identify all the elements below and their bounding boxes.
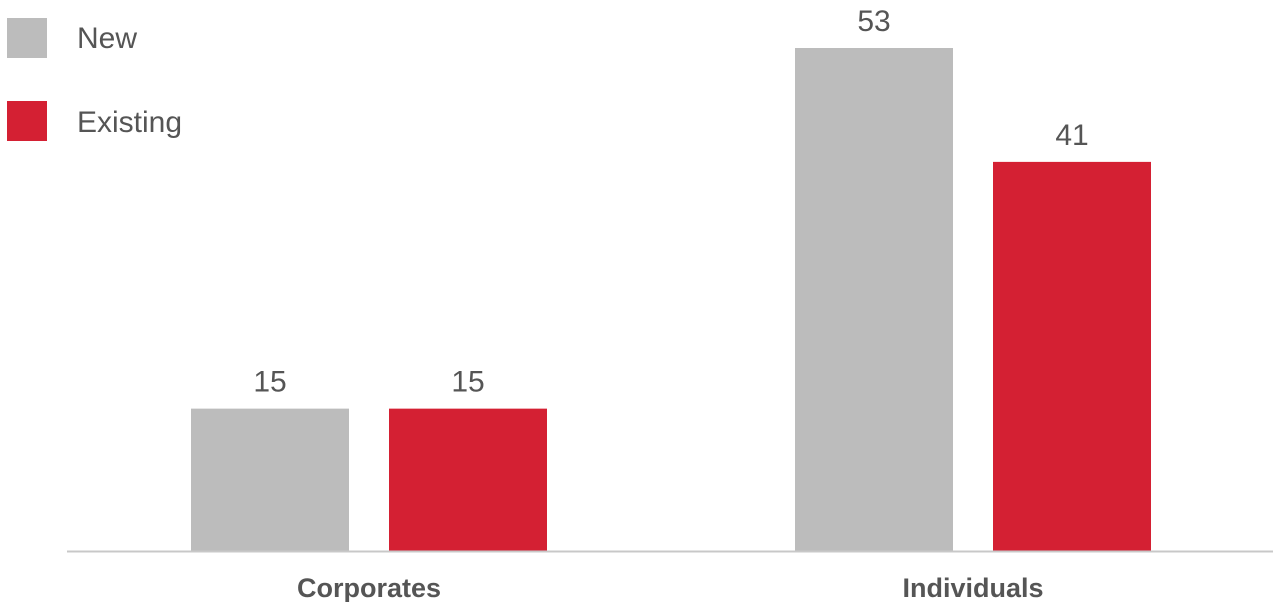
bar-existing-individuals <box>993 161 1151 552</box>
legend-swatch-new <box>7 18 47 58</box>
legend: New Existing <box>7 18 182 141</box>
data-label-existing-corporates: 15 <box>451 366 484 399</box>
bar-new-corporates <box>191 408 349 551</box>
category-labels-group: Corporates Individuals <box>297 573 1044 602</box>
bar-new-individuals <box>795 48 953 551</box>
bars-group <box>191 48 1151 552</box>
category-label-corporates: Corporates <box>297 573 441 602</box>
bar-existing-corporates <box>389 408 547 551</box>
legend-label-existing: Existing <box>77 106 182 139</box>
data-labels-group: 15 15 53 41 <box>253 5 1088 399</box>
legend-label-new: New <box>77 22 137 55</box>
data-label-new-corporates: 15 <box>253 366 286 399</box>
category-label-individuals: Individuals <box>902 573 1043 602</box>
data-label-new-individuals: 53 <box>857 5 890 38</box>
data-label-existing-individuals: 41 <box>1055 119 1088 152</box>
legend-swatch-existing <box>7 101 47 141</box>
